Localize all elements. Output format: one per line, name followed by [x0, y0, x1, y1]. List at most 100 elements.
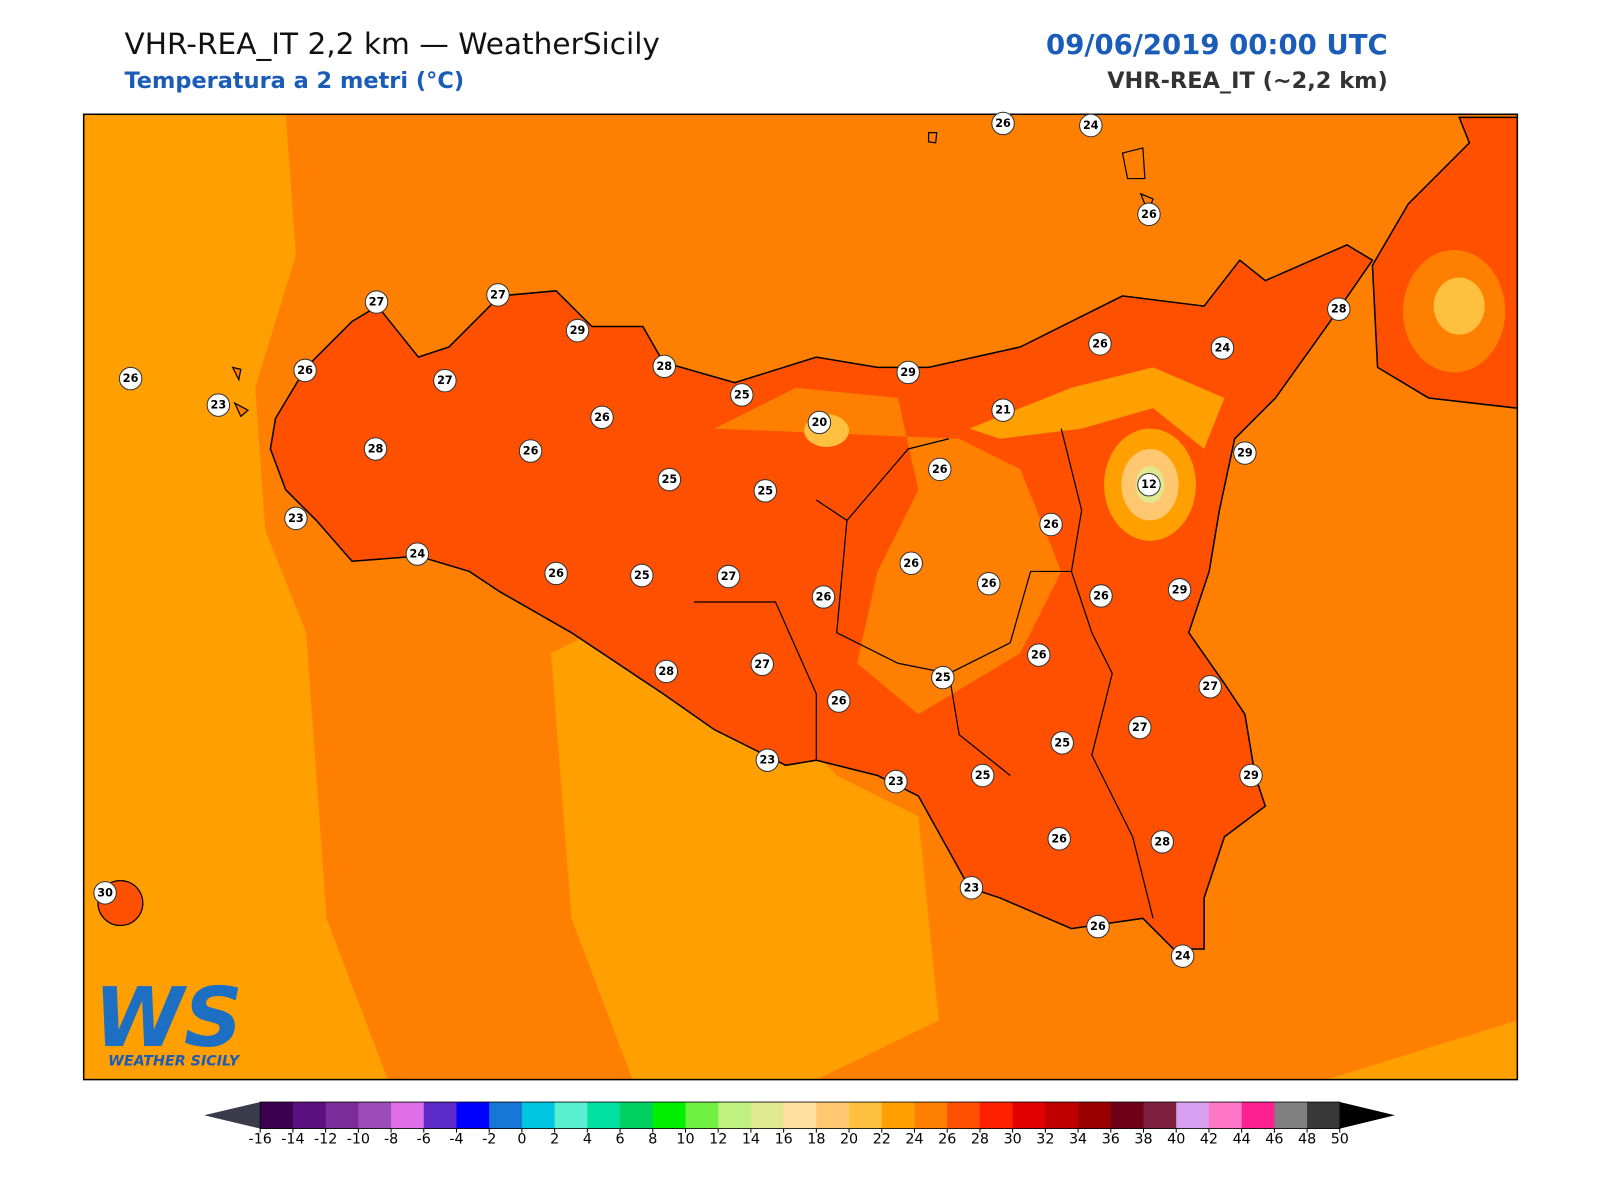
station: 26	[1086, 914, 1110, 939]
station-value: 24	[1083, 119, 1099, 132]
station-marker	[730, 383, 754, 407]
station: 26	[1039, 512, 1063, 537]
colorbar-tick-label: 18	[807, 1131, 825, 1147]
subtitle: Temperatura a 2 metri (°C)	[124, 68, 464, 94]
station-marker	[959, 876, 984, 900]
station-value: 26	[1090, 920, 1106, 933]
station-value: 24	[1175, 950, 1191, 963]
station-marker	[1327, 297, 1351, 321]
station: 23	[284, 506, 308, 531]
station-marker	[1128, 715, 1152, 740]
station-value: 26	[594, 411, 610, 424]
station-value: 27	[437, 374, 453, 387]
colorbar-tick-label: -14	[281, 1131, 304, 1147]
station: 29	[1233, 441, 1257, 465]
station-marker	[1137, 472, 1161, 497]
province-borders	[693, 428, 1154, 919]
station-value: 29	[1237, 447, 1253, 460]
colorbar-bin	[718, 1102, 752, 1129]
station-marker	[977, 571, 1001, 596]
colorbar-bin	[521, 1102, 556, 1129]
title: VHR-REA_IT 2,2 km — WeatherSicily	[124, 27, 659, 61]
colorbar-bin	[489, 1102, 523, 1129]
station-value: 25	[634, 569, 650, 582]
station-marker	[565, 318, 590, 343]
station: 24	[1210, 336, 1235, 360]
station-marker	[1050, 731, 1074, 755]
colorbar-tick-label: -8	[384, 1131, 398, 1147]
colorbar-bin	[1012, 1102, 1046, 1129]
station-value: 25	[935, 671, 951, 684]
station-marker	[970, 763, 995, 788]
colorbar-bin	[1274, 1102, 1308, 1129]
station-value: 30	[97, 886, 113, 899]
station-value: 28	[659, 665, 675, 678]
station: 26	[1027, 643, 1051, 667]
inland-field	[714, 387, 1062, 715]
station-marker	[1137, 202, 1161, 227]
station: 26	[118, 366, 143, 391]
station-marker	[750, 652, 774, 677]
station-marker	[884, 769, 908, 794]
station: 30	[93, 881, 117, 905]
station-marker	[1039, 512, 1063, 537]
station-value: 26	[548, 567, 564, 580]
station-marker	[630, 563, 654, 588]
colorbar-tick-label: 30	[1004, 1131, 1022, 1147]
station-marker	[753, 479, 778, 503]
colorbar-tick-label: 36	[1102, 1131, 1120, 1147]
station: 26	[1088, 332, 1112, 356]
station-marker	[1089, 584, 1113, 608]
station: 25	[657, 467, 682, 492]
station-value: 26	[1093, 589, 1109, 602]
station: 26	[811, 585, 836, 609]
station-marker	[991, 111, 1015, 136]
station-marker	[433, 368, 457, 393]
station-marker	[1150, 830, 1174, 854]
station: 12	[1137, 472, 1161, 497]
north-cool-field	[969, 367, 1225, 449]
station: 23	[755, 748, 780, 772]
station: 25	[970, 763, 995, 788]
colorbar-bin	[587, 1102, 621, 1129]
colorbar-tick-label: 12	[709, 1131, 727, 1147]
station: 28	[1327, 297, 1351, 321]
colorbar-tick-label: 8	[648, 1131, 657, 1147]
colorbar-tick-label: 38	[1134, 1131, 1152, 1147]
station-marker	[755, 748, 780, 772]
station-marker	[1170, 944, 1195, 968]
station: 27	[750, 652, 774, 677]
station: 26	[590, 405, 614, 430]
station: 23	[884, 769, 908, 794]
station: 24	[405, 542, 430, 566]
colorbar-bin	[1241, 1102, 1275, 1129]
colorbar-bin	[1045, 1102, 1079, 1129]
logo-initials: WS	[94, 971, 243, 1066]
colorbar-tick-label: -2	[482, 1131, 496, 1147]
colorbar-bin	[685, 1102, 719, 1129]
colorbar-tick-label: 40	[1167, 1131, 1185, 1147]
colorbar-frame	[259, 1101, 1341, 1129]
station: 25	[1050, 731, 1074, 755]
station: 29	[1239, 763, 1263, 788]
station: 20	[807, 410, 832, 435]
station: 26	[899, 551, 923, 575]
colorbar-tick-label: 16	[775, 1131, 793, 1147]
station: 26	[1047, 827, 1071, 851]
station-marker	[899, 551, 923, 575]
station: 27	[486, 283, 510, 307]
station-marker	[590, 405, 614, 430]
station: 26	[518, 439, 543, 463]
colorbar-tick-label: 26	[938, 1131, 956, 1147]
colorbar-bin	[783, 1102, 817, 1129]
station-marker	[206, 393, 231, 417]
station-value: 27	[1202, 680, 1218, 693]
colorbar-bin	[1143, 1102, 1177, 1129]
station: 27	[364, 290, 389, 314]
colorbar-bin	[1208, 1102, 1243, 1129]
station-value: 23	[964, 881, 980, 894]
map-frame	[82, 113, 1519, 1081]
station-value: 26	[932, 463, 948, 476]
map: WS WEATHER SICILY 26 24 26 27 27 29 26 23 26 27 28…	[82, 111, 1519, 1081]
